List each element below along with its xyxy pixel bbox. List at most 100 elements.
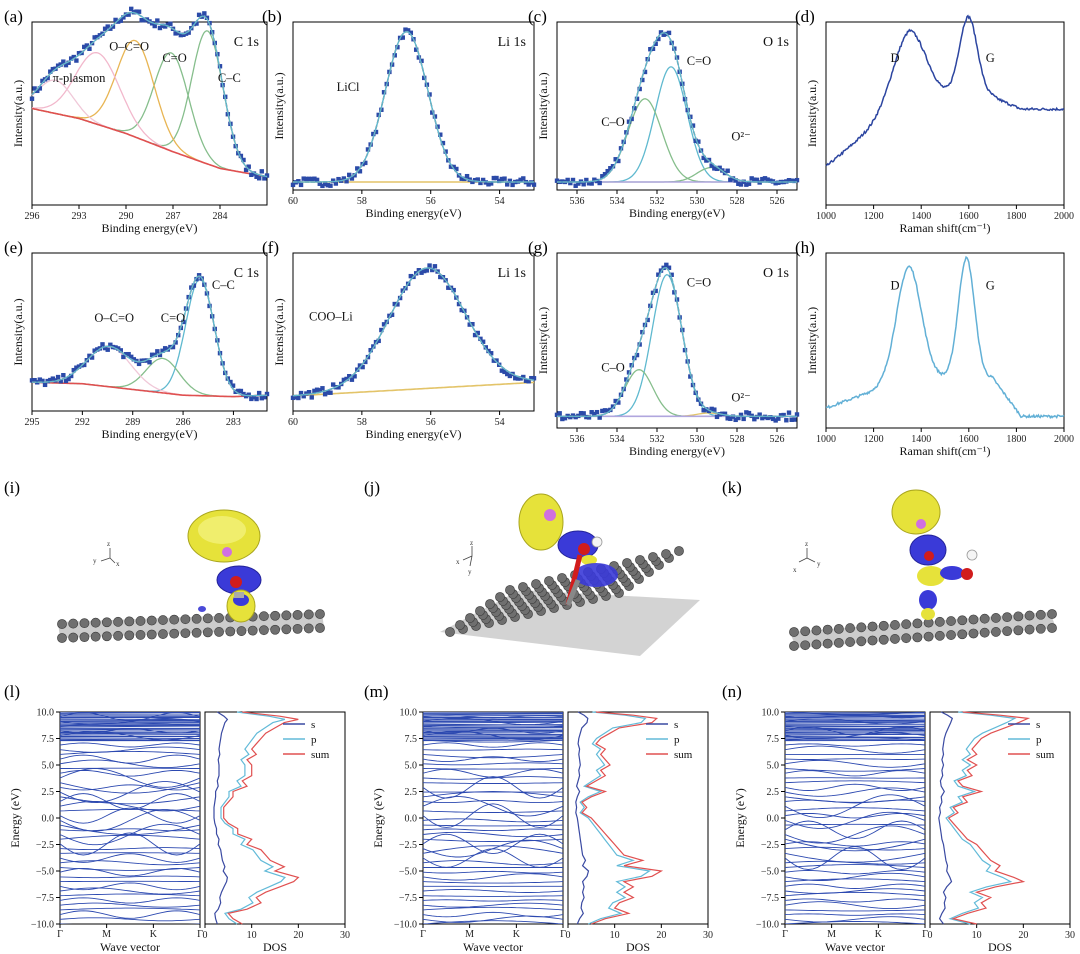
carbon-atom [946, 630, 956, 640]
x-tick-label-g: 526 [770, 434, 785, 445]
band-line-n [785, 838, 925, 852]
data-point-c [749, 176, 754, 181]
k-label-m: Γ [560, 929, 566, 940]
band-line-n [785, 811, 925, 829]
structure-panel-k: (k) z x y [722, 478, 1057, 651]
data-point-a [105, 24, 110, 29]
dos-frame-l [204, 711, 346, 925]
band-x-label-n: Wave vector [825, 940, 885, 954]
x-tick-label-h: 1000 [816, 434, 836, 445]
data-point-f [322, 391, 328, 397]
x-tick-label-h: 1400 [911, 434, 931, 445]
dos-sum-line-n [947, 711, 1031, 925]
carbon-atom [495, 592, 505, 602]
band-line-m [423, 906, 563, 911]
y-tick-label-m: 7.5 [405, 734, 418, 745]
band-line-n [785, 872, 925, 881]
data-point-f [328, 390, 333, 395]
component-peak-g [557, 274, 797, 417]
panel-label-d: (d) [795, 7, 815, 26]
data-point-g [730, 414, 736, 419]
band-line-m [423, 731, 563, 733]
data-point-e [149, 352, 155, 357]
data-point-a [87, 46, 92, 51]
data-point-b [381, 90, 387, 95]
data-point-f [336, 385, 341, 390]
x-tick-label-d: 1600 [959, 211, 979, 222]
data-point-e [68, 373, 74, 379]
panel-label-j: (j) [364, 478, 380, 497]
carbon-atom [635, 555, 645, 565]
y-axis-label-e: Intensity(a.u.) [11, 298, 25, 365]
data-point-e [259, 396, 264, 401]
data-point-g [736, 415, 741, 421]
data-point-e [131, 357, 137, 362]
carbon-atom [531, 579, 541, 589]
data-point-f [381, 322, 387, 327]
plot-frame-g [556, 252, 798, 429]
band-line-l [60, 782, 200, 794]
data-point-f [325, 390, 331, 395]
carbon-atom [901, 619, 912, 630]
band-line-n [785, 731, 925, 733]
band-line-l [60, 887, 200, 895]
data-point-e [155, 349, 160, 354]
carbon-atom [191, 627, 202, 638]
band-line-n [785, 921, 925, 924]
y-tick-label-m: −10.0 [394, 920, 417, 931]
data-point-b [317, 181, 322, 186]
data-point-b [306, 176, 312, 182]
band-line-l [60, 738, 200, 741]
dos-s-line-n [938, 711, 954, 925]
panel-label-k: (k) [722, 478, 742, 497]
data-point-a [186, 30, 191, 35]
data-point-f [347, 373, 352, 379]
carbon-atom [979, 627, 990, 638]
legend-label-p-m: p [674, 734, 680, 746]
background-line-e [32, 381, 268, 398]
legend-label-s-l: s [311, 719, 315, 731]
dos-sum-line-m [581, 711, 664, 925]
data-point-e [152, 352, 157, 358]
data-point-g [760, 415, 765, 421]
band-line-m [423, 742, 563, 748]
data-point-f [438, 274, 443, 280]
fit-line-a [31, 11, 268, 178]
band-line-l [60, 853, 200, 863]
data-point-e [63, 378, 69, 384]
band-line-n [785, 770, 925, 777]
data-point-b [357, 169, 363, 174]
k-label-n: Γ [782, 929, 788, 940]
data-point-e [191, 283, 197, 288]
data-point-a [37, 86, 43, 91]
data-point-f [494, 358, 499, 363]
band-line-n [785, 725, 925, 727]
data-point-f [470, 322, 475, 327]
data-point-b [296, 179, 301, 184]
data-point-a [256, 176, 262, 181]
data-point-b [451, 164, 456, 170]
data-point-e [45, 378, 50, 384]
data-point-a [29, 96, 35, 101]
data-point-c [738, 182, 744, 187]
dos-x-tick-label-n: 0 [928, 930, 933, 941]
data-point-c [768, 178, 773, 183]
data-point-g [578, 410, 584, 416]
data-point-g [584, 414, 589, 420]
peak-annotation-h: D [891, 279, 900, 293]
dos-p-line-m [579, 711, 652, 925]
band-line-l [60, 832, 200, 856]
peak-annotation-e: O–C=O [94, 311, 134, 325]
carbon-atom [124, 616, 135, 627]
legend-label-sum-m: sum [674, 749, 693, 761]
y-tick-label-n: 2.5 [767, 787, 780, 798]
band-line-n [785, 736, 925, 738]
band-line-m [423, 776, 563, 799]
data-point-c [714, 166, 720, 172]
dos-x-tick-label-m: 10 [610, 930, 620, 941]
data-point-e [160, 348, 165, 353]
data-point-b [518, 177, 523, 183]
data-point-b [526, 182, 531, 187]
band-line-m [423, 714, 563, 717]
data-point-e [40, 378, 45, 384]
